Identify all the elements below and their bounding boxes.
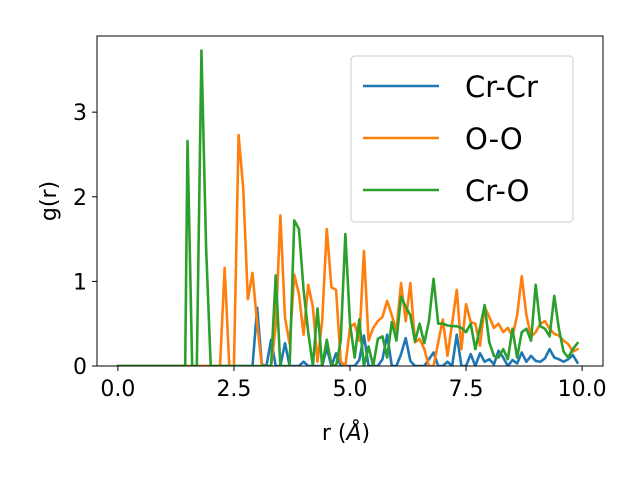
ticks-layer: 0.0 2.5 5.0 7.5 10.0 0 1 2 3 <box>73 101 607 402</box>
y-axis-label: g(r) <box>37 181 62 221</box>
x-tick-label: 10.0 <box>558 377 607 402</box>
legend-label-o-o: O-O <box>465 122 523 156</box>
series-line-cr-cr <box>116 306 580 366</box>
x-tick-label: 5.0 <box>333 377 368 402</box>
y-tick-label: 0 <box>73 355 87 380</box>
y-tick-label: 2 <box>73 186 87 211</box>
x-axis-label: r (Å) <box>322 419 370 446</box>
series-layer <box>116 49 580 366</box>
y-tick-label: 3 <box>73 101 87 126</box>
legend-label-cr-o: Cr-O <box>465 174 529 208</box>
legend-label-cr-cr: Cr-Cr <box>465 70 538 104</box>
y-tick-label: 1 <box>73 270 87 295</box>
legend-box <box>350 55 574 223</box>
x-tick-label: 2.5 <box>216 377 251 402</box>
legend: Cr-Cr O-O Cr-O <box>350 55 574 223</box>
series-line-cr-o <box>116 49 580 366</box>
x-tick-label: 0.0 <box>100 377 135 402</box>
x-tick-label: 7.5 <box>449 377 484 402</box>
